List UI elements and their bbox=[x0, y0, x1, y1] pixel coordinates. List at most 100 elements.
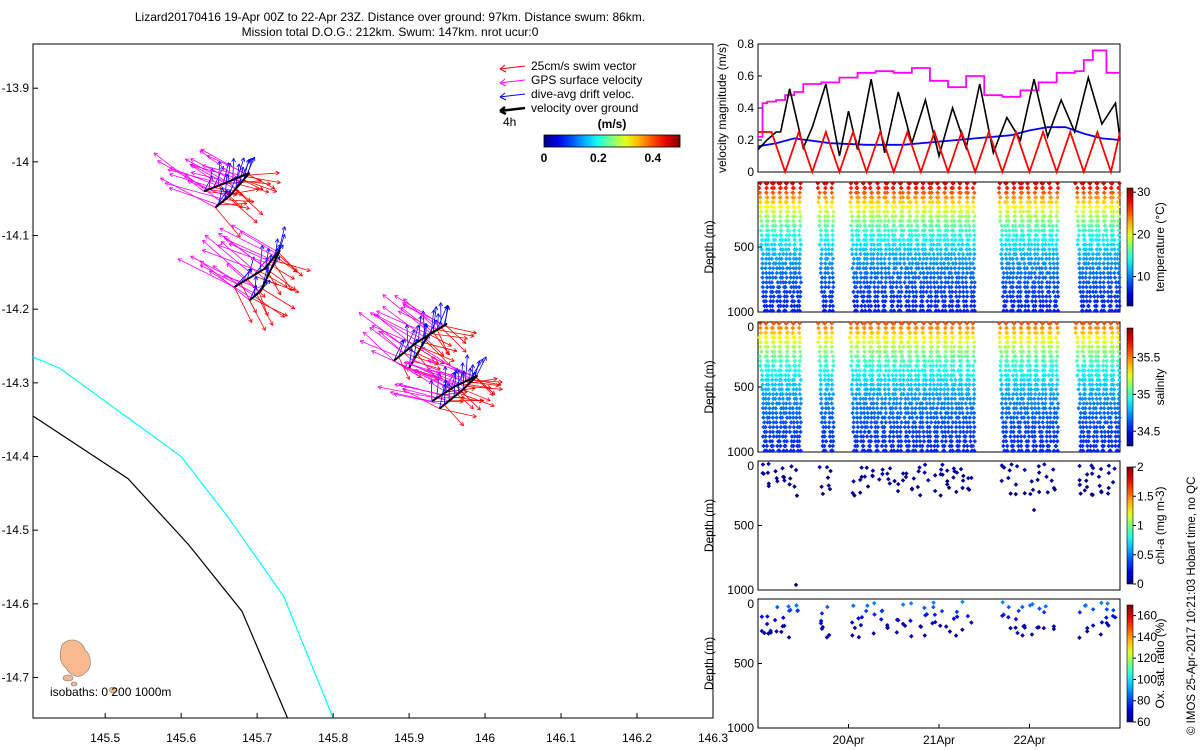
swim-vector-arrow bbox=[264, 191, 269, 194]
velocity-y-tick-label: 0.6 bbox=[737, 69, 754, 83]
drift-velocity-arrow bbox=[281, 234, 285, 238]
gps-velocity-arrow bbox=[403, 389, 440, 409]
swim-vector-arrow bbox=[277, 254, 303, 277]
gps-velocity-arrow bbox=[411, 359, 415, 363]
drift-velocity-arrow bbox=[274, 238, 278, 243]
gps-velocity-arrow bbox=[428, 359, 433, 361]
swim-vector-arrow bbox=[307, 267, 311, 272]
profile-point bbox=[763, 299, 769, 304]
swim-vector-arrow bbox=[259, 271, 288, 288]
swim-vector-arrow bbox=[490, 405, 495, 408]
legend-label-2: GPS surface velocity bbox=[531, 73, 642, 87]
swim-vector-arrow bbox=[460, 395, 465, 398]
swim-vector-arrow bbox=[233, 286, 253, 323]
drift-velocity-arrow bbox=[276, 244, 281, 247]
gps-velocity-arrow bbox=[218, 232, 223, 235]
drift-velocity-arrow bbox=[253, 276, 257, 280]
legend-arrow-2 bbox=[499, 82, 507, 87]
swim-vector-arrow bbox=[471, 387, 476, 391]
gps-velocity-arrow bbox=[431, 357, 435, 361]
drift-velocity-arrow bbox=[209, 168, 213, 172]
drift-velocity-arrow bbox=[432, 306, 437, 333]
drift-velocity-arrow bbox=[398, 338, 406, 357]
drift-velocity-arrow bbox=[229, 190, 232, 195]
drift-velocity-arrow bbox=[243, 157, 246, 162]
legend-arrow-2 bbox=[499, 79, 526, 84]
swim-vector-arrow bbox=[250, 199, 255, 203]
drift-velocity-arrow bbox=[440, 302, 443, 307]
swim-vector-arrow bbox=[405, 376, 410, 380]
swim-vector-arrow bbox=[428, 334, 452, 347]
gps-velocity-arrow bbox=[382, 306, 387, 308]
swim-vector-arrow bbox=[498, 386, 503, 390]
gps-velocity-arrow bbox=[223, 236, 226, 241]
drift-velocity-arrow bbox=[425, 323, 428, 328]
vector-cluster-2 bbox=[177, 224, 311, 331]
swim-vector-arrow bbox=[493, 376, 498, 379]
swim-vector-arrow bbox=[498, 388, 503, 392]
swim-vector-arrow bbox=[475, 376, 496, 395]
legend-label-1: 25cm/s swim vector bbox=[531, 59, 636, 73]
gps-velocity-arrow bbox=[225, 238, 229, 243]
gps-velocity-arrow bbox=[217, 244, 222, 249]
gps-velocity-arrow bbox=[191, 164, 236, 190]
swim-vector-arrow bbox=[453, 348, 458, 352]
swim-vector-arrow bbox=[265, 279, 300, 293]
drift-velocity-arrow bbox=[242, 166, 245, 171]
gps-velocity-arrow bbox=[411, 358, 470, 384]
gps-velocity-arrow bbox=[231, 224, 279, 253]
drift-velocity-arrow bbox=[240, 268, 252, 284]
profile-point bbox=[764, 308, 770, 313]
drift-velocity-arrow bbox=[436, 305, 448, 330]
y-tick-label: -14.6 bbox=[2, 597, 30, 611]
gps-velocity-arrow bbox=[402, 365, 406, 370]
gps-velocity-arrow bbox=[402, 304, 446, 326]
gps-velocity-arrow bbox=[167, 168, 172, 171]
swim-vector-arrow bbox=[255, 218, 258, 223]
legend-label-3: dive-avg drift veloc. bbox=[531, 87, 634, 101]
drift-velocity-arrow bbox=[264, 266, 268, 271]
drift-velocity-arrow bbox=[429, 380, 432, 385]
drift-velocity-arrow bbox=[268, 280, 271, 285]
profile-point bbox=[763, 261, 769, 266]
swim-vector-arrow bbox=[462, 389, 491, 402]
drift-velocity-arrow bbox=[281, 226, 286, 230]
swim-vector-arrow bbox=[464, 348, 467, 353]
swim-vector-arrow bbox=[249, 300, 266, 331]
swim-vector-arrow bbox=[239, 233, 241, 238]
drift-velocity-arrow bbox=[476, 360, 480, 364]
gps-velocity-arrow bbox=[402, 304, 406, 309]
swim-vector-arrow bbox=[243, 179, 277, 193]
salinity-profile-panel bbox=[757, 321, 1136, 453]
swim-vector-arrow bbox=[472, 332, 477, 335]
gps-velocity-arrow bbox=[404, 361, 409, 363]
swim-vector-arrow bbox=[473, 413, 477, 418]
swim-vector-arrow bbox=[261, 210, 264, 215]
swim-vector-arrow bbox=[277, 179, 281, 184]
gps-velocity-arrow bbox=[382, 294, 387, 296]
temperature-profile-y-tick-label: 500 bbox=[734, 240, 754, 254]
legend-arrow-1 bbox=[499, 65, 526, 70]
x-tick-label: 146.2 bbox=[622, 731, 652, 745]
track-line bbox=[431, 374, 479, 410]
swim-vector-arrow bbox=[476, 408, 481, 411]
swim-vector-arrow bbox=[231, 188, 260, 195]
swim-vector-arrow bbox=[463, 338, 468, 341]
gps-velocity-arrow bbox=[403, 298, 408, 301]
gps-velocity-arrow bbox=[189, 164, 244, 181]
gps-velocity-arrow bbox=[223, 235, 271, 272]
swim-vector-arrow bbox=[293, 286, 296, 290]
swim-vector-arrow bbox=[459, 424, 464, 427]
gps-velocity-arrow bbox=[377, 386, 382, 390]
gps-velocity-arrow bbox=[201, 249, 206, 254]
gps-velocity-arrow bbox=[202, 249, 207, 251]
velocity-ylabel: velocity magnitude (m/s) bbox=[715, 43, 729, 173]
swim-vector-arrow bbox=[243, 203, 248, 206]
swim-vector-arrow bbox=[442, 351, 445, 356]
chart-title-line2: Mission total D.O.G.: 212km. Swum: 147km… bbox=[241, 25, 539, 39]
legend-arrow-3 bbox=[499, 93, 526, 98]
swim-vector-arrow bbox=[463, 391, 468, 395]
swim-vector-arrow bbox=[246, 279, 266, 298]
map-colorbar-tick: 0.2 bbox=[590, 151, 607, 165]
swim-vector-arrow bbox=[243, 201, 248, 204]
